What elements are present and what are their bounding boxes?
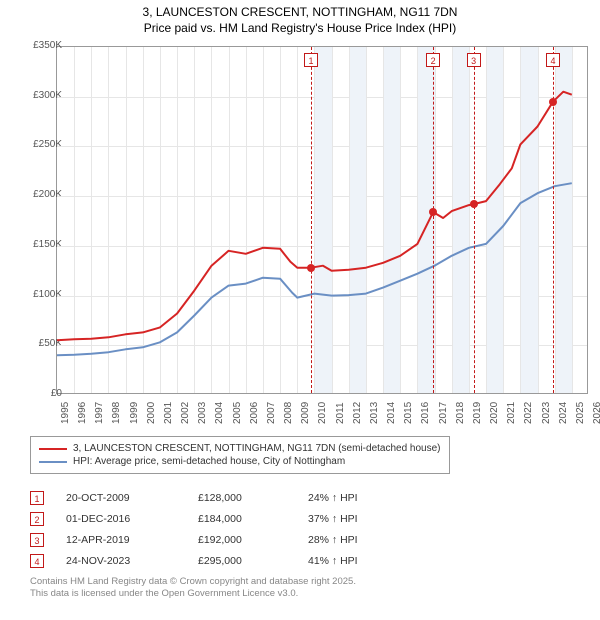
x-axis-label: 2001 bbox=[163, 402, 174, 424]
y-axis-label: £350K bbox=[12, 40, 62, 51]
chart-plot-area: 1 2 3 4 bbox=[56, 46, 588, 394]
x-axis-label: 2016 bbox=[420, 402, 431, 424]
x-axis-label: 2004 bbox=[214, 402, 225, 424]
x-axis-label: 2025 bbox=[575, 402, 586, 424]
x-axis-label: 1998 bbox=[111, 402, 122, 424]
event-marker: 2 bbox=[426, 53, 440, 67]
x-axis-label: 2000 bbox=[146, 402, 157, 424]
y-axis-label: £250K bbox=[12, 139, 62, 150]
event-date: 12-APR-2019 bbox=[66, 534, 198, 546]
title-line1: 3, LAUNCESTON CRESCENT, NOTTINGHAM, NG11… bbox=[0, 4, 600, 20]
legend-swatch-blue bbox=[39, 461, 67, 463]
event-date: 01-DEC-2016 bbox=[66, 513, 198, 525]
x-axis-label: 2018 bbox=[455, 402, 466, 424]
event-marker: 3 bbox=[467, 53, 481, 67]
footnote-line1: Contains HM Land Registry data © Crown c… bbox=[30, 576, 356, 588]
event-dot bbox=[307, 264, 315, 272]
event-price: £192,000 bbox=[198, 534, 308, 546]
x-axis-label: 2007 bbox=[266, 402, 277, 424]
x-axis-label: 1996 bbox=[77, 402, 88, 424]
event-dot bbox=[470, 200, 478, 208]
x-axis-label: 2022 bbox=[523, 402, 534, 424]
y-axis-label: £100K bbox=[12, 289, 62, 300]
x-axis-label: 2013 bbox=[369, 402, 380, 424]
x-axis-label: 2008 bbox=[283, 402, 294, 424]
event-dot bbox=[549, 98, 557, 106]
y-axis-label: £200K bbox=[12, 189, 62, 200]
event-price: £295,000 bbox=[198, 555, 308, 567]
legend-label-blue: HPI: Average price, semi-detached house,… bbox=[73, 456, 345, 467]
event-row: 1 20-OCT-2009£128,00024% ↑ HPI bbox=[30, 489, 358, 507]
event-delta: 41% ↑ HPI bbox=[308, 555, 358, 567]
x-axis-label: 2006 bbox=[249, 402, 260, 424]
legend-row-blue: HPI: Average price, semi-detached house,… bbox=[39, 456, 441, 467]
y-axis-label: £300K bbox=[12, 90, 62, 101]
event-row: 3 12-APR-2019£192,00028% ↑ HPI bbox=[30, 531, 358, 549]
x-axis-label: 2009 bbox=[300, 402, 311, 424]
event-row: 2 01-DEC-2016£184,00037% ↑ HPI bbox=[30, 510, 358, 528]
x-axis-label: 2015 bbox=[403, 402, 414, 424]
x-axis-label: 2021 bbox=[506, 402, 517, 424]
event-price: £128,000 bbox=[198, 492, 308, 504]
y-axis-label: £50K bbox=[12, 338, 62, 349]
event-number: 1 bbox=[30, 491, 44, 505]
event-date: 20-OCT-2009 bbox=[66, 492, 198, 504]
legend-label-red: 3, LAUNCESTON CRESCENT, NOTTINGHAM, NG11… bbox=[73, 443, 441, 454]
title-line2: Price paid vs. HM Land Registry's House … bbox=[0, 20, 600, 36]
x-axis-label: 2014 bbox=[386, 402, 397, 424]
event-delta: 24% ↑ HPI bbox=[308, 492, 358, 504]
event-date: 24-NOV-2023 bbox=[66, 555, 198, 567]
x-axis-label: 1995 bbox=[60, 402, 71, 424]
legend-swatch-red bbox=[39, 448, 67, 450]
event-marker: 1 bbox=[304, 53, 318, 67]
x-axis-label: 2017 bbox=[438, 402, 449, 424]
x-axis-label: 2005 bbox=[232, 402, 243, 424]
x-axis-label: 2020 bbox=[489, 402, 500, 424]
x-axis-label: 1997 bbox=[94, 402, 105, 424]
event-row: 4 24-NOV-2023£295,00041% ↑ HPI bbox=[30, 552, 358, 570]
chart-lines-svg bbox=[57, 47, 589, 395]
event-table: 1 20-OCT-2009£128,00024% ↑ HPI 2 01-DEC-201… bbox=[30, 486, 358, 573]
y-axis-label: £150K bbox=[12, 239, 62, 250]
x-axis-label: 2003 bbox=[197, 402, 208, 424]
x-axis-label: 2011 bbox=[335, 402, 346, 424]
event-number: 2 bbox=[30, 512, 44, 526]
footnote: Contains HM Land Registry data © Crown c… bbox=[30, 576, 356, 601]
event-number: 3 bbox=[30, 533, 44, 547]
x-axis-label: 2002 bbox=[180, 402, 191, 424]
chart-title: 3, LAUNCESTON CRESCENT, NOTTINGHAM, NG11… bbox=[0, 0, 600, 36]
x-axis-label: 2026 bbox=[592, 402, 600, 424]
x-axis-label: 2023 bbox=[541, 402, 552, 424]
x-axis-label: 2012 bbox=[352, 402, 363, 424]
event-delta: 37% ↑ HPI bbox=[308, 513, 358, 525]
y-axis-label: £0 bbox=[12, 388, 62, 399]
legend-box: 3, LAUNCESTON CRESCENT, NOTTINGHAM, NG11… bbox=[30, 436, 450, 474]
event-number: 4 bbox=[30, 554, 44, 568]
footnote-line2: This data is licensed under the Open Gov… bbox=[30, 588, 356, 600]
event-marker: 4 bbox=[546, 53, 560, 67]
legend-row-red: 3, LAUNCESTON CRESCENT, NOTTINGHAM, NG11… bbox=[39, 443, 441, 454]
x-axis-label: 2010 bbox=[317, 402, 328, 424]
x-axis-label: 1999 bbox=[129, 402, 140, 424]
x-axis-label: 2019 bbox=[472, 402, 483, 424]
event-delta: 28% ↑ HPI bbox=[308, 534, 358, 546]
x-axis-label: 2024 bbox=[558, 402, 569, 424]
event-price: £184,000 bbox=[198, 513, 308, 525]
